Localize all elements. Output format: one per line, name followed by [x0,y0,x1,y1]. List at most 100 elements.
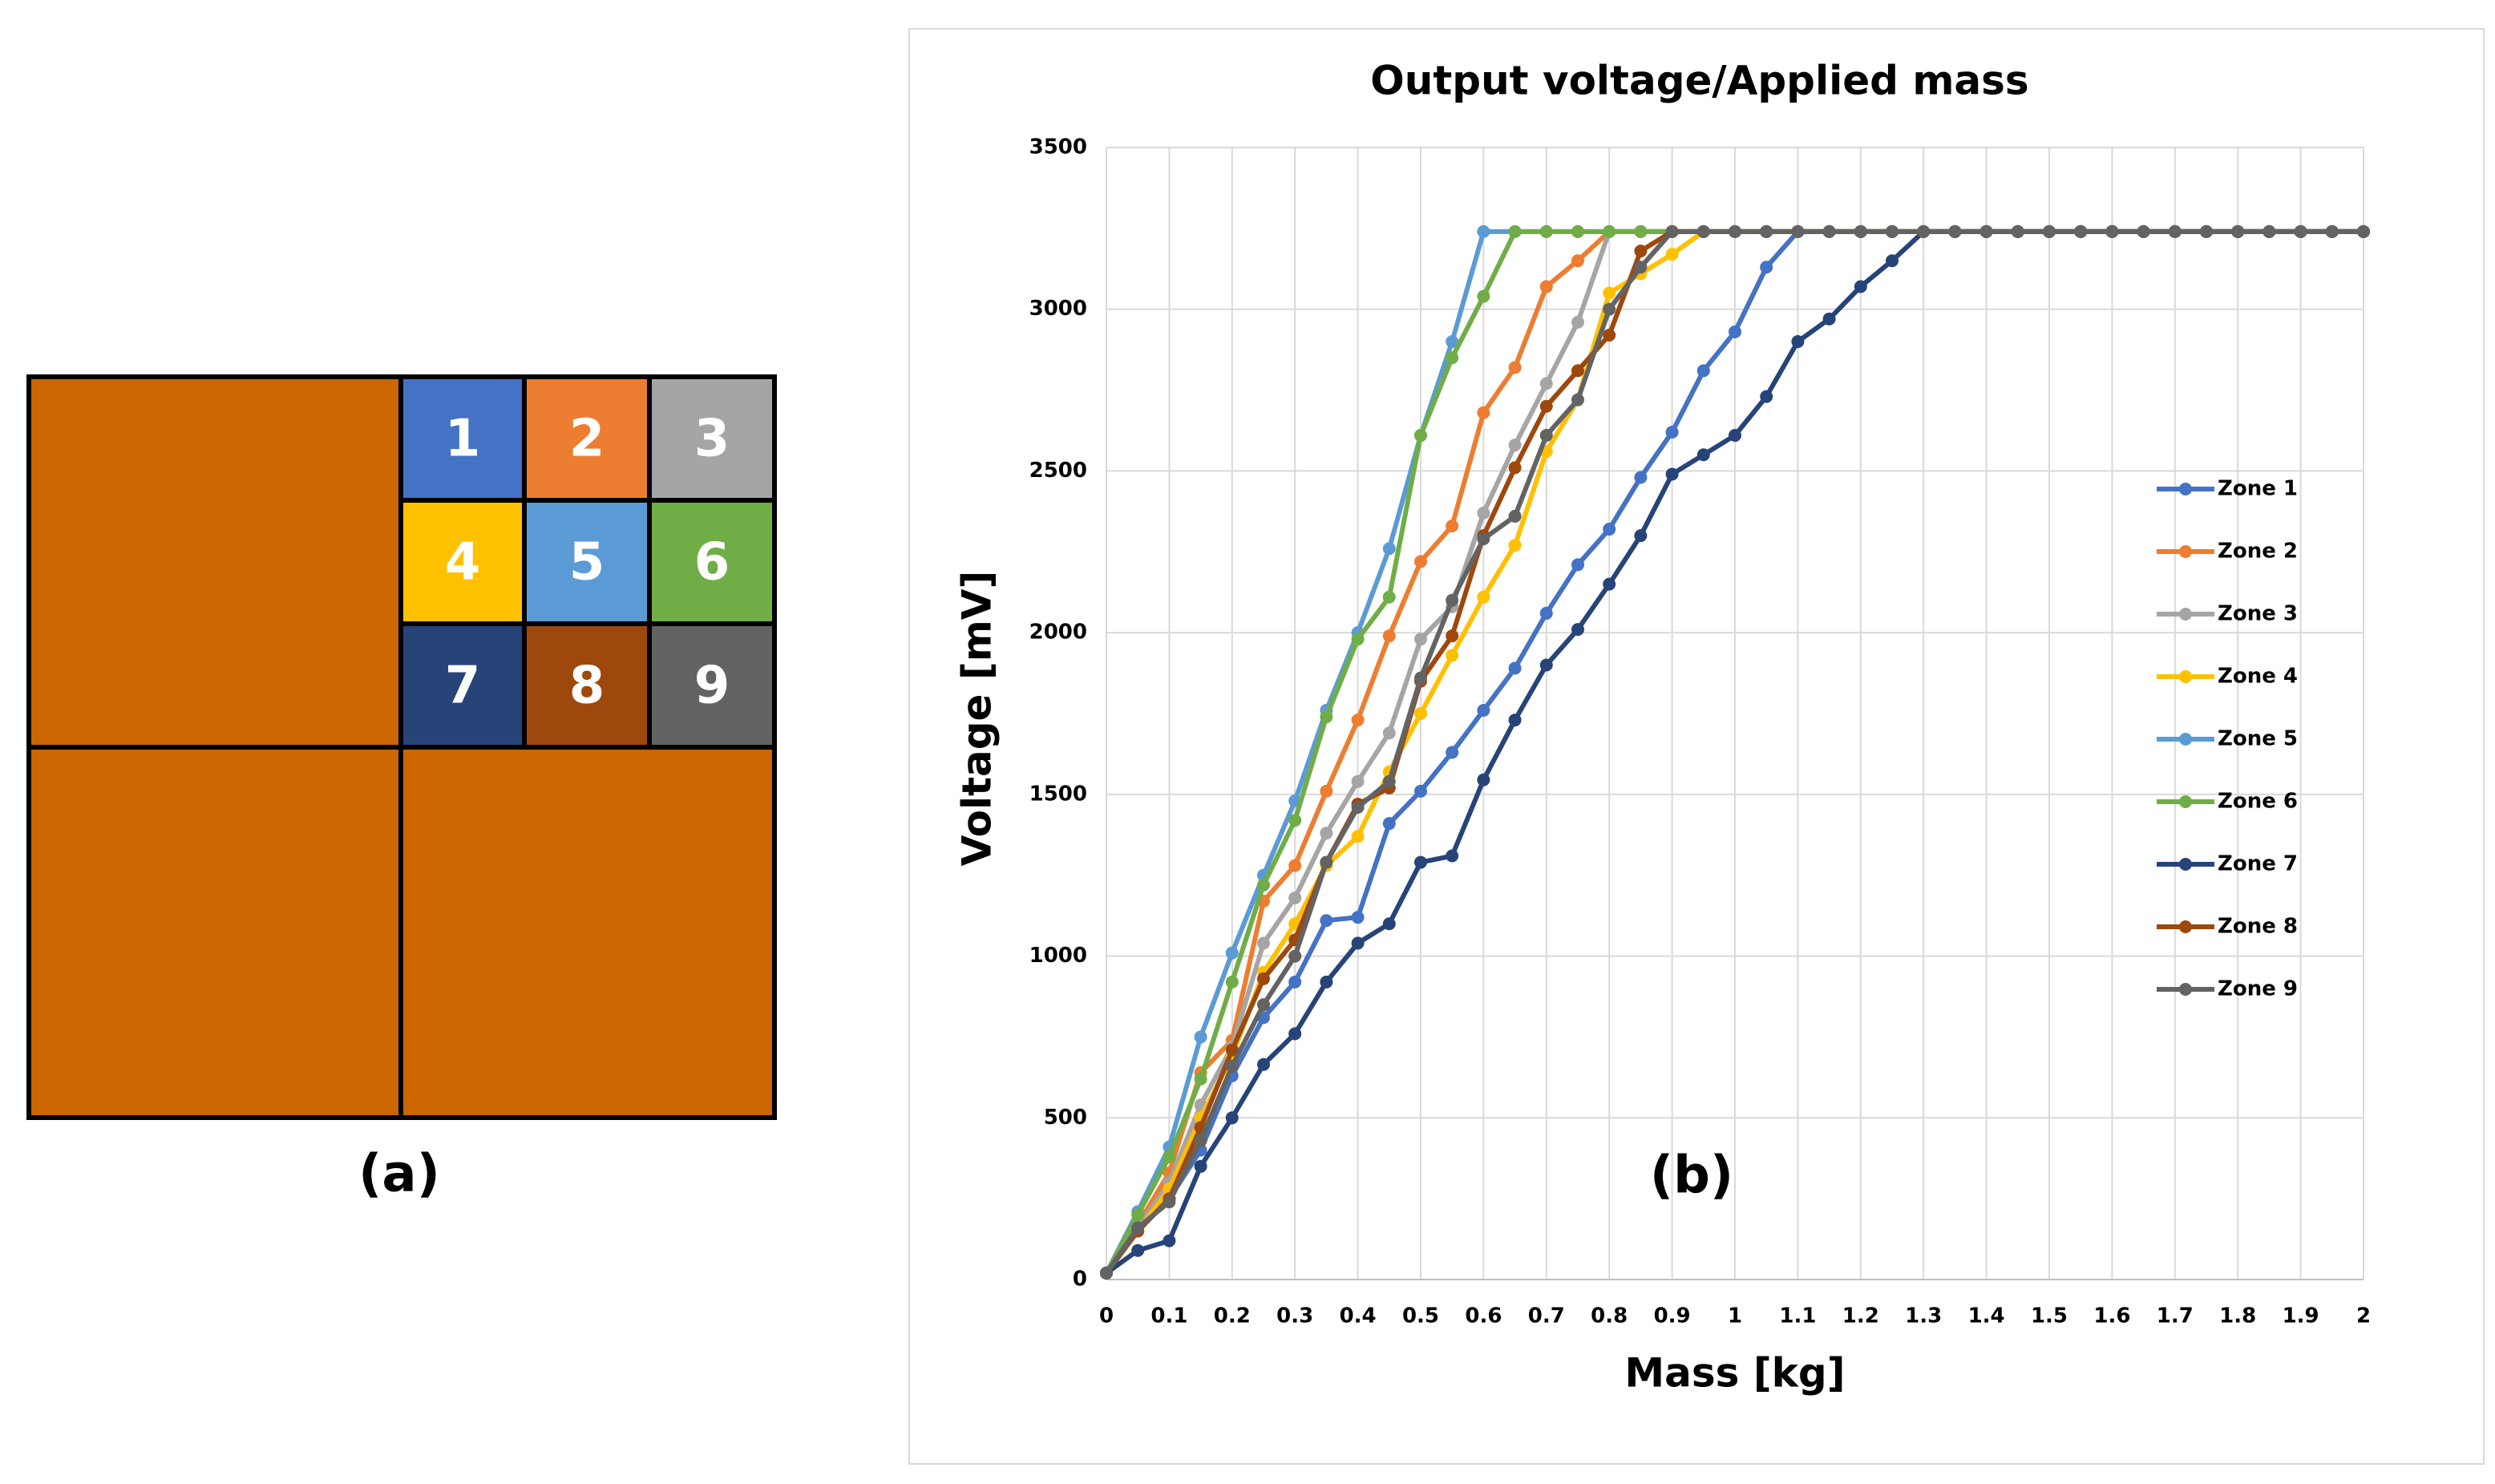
data-point [1854,224,1867,238]
data-point [1351,800,1365,814]
data-point [1446,649,1459,662]
zone-label: 2 [569,410,605,469]
data-point [1382,726,1396,740]
legend-label: Zone 8 [2218,915,2298,939]
data-point [1760,224,1773,238]
data-point [1131,1221,1145,1235]
data-point [1508,361,1522,374]
data-point [2105,224,2119,238]
data-point [2074,224,2088,238]
data-point [2200,224,2213,238]
y-tick-label: 1000 [1029,944,1087,968]
data-point [1508,461,1522,475]
data-point [1760,390,1773,403]
data-point [1603,523,1616,536]
data-point [1665,224,1679,238]
legend-label: Zone 6 [2218,790,2298,814]
data-point [1382,629,1396,643]
x-tick-label: 1 [1728,1304,1742,1328]
panel-cell [26,745,403,1120]
y-tick-label: 0 [1073,1268,1087,1292]
data-point [1508,439,1522,452]
data-point [1729,429,1741,443]
data-point [1729,224,1741,238]
legend-label: Zone 3 [2218,602,2298,626]
data-point [1288,1027,1302,1041]
x-tick-label: 0.8 [1591,1304,1628,1328]
x-tick-label: 0 [1099,1304,1114,1328]
x-tick-label: 2 [2356,1304,2371,1328]
data-point [1194,1030,1207,1044]
data-point [1665,248,1679,261]
data-point [1791,224,1805,238]
data-point [1477,406,1490,419]
legend-label: Zone 9 [2218,977,2298,1001]
data-point [2043,224,2056,238]
x-tick-label: 1.5 [2031,1304,2068,1328]
data-point [1571,558,1584,572]
data-point [1351,911,1365,924]
data-point [2294,224,2307,238]
data-point [1257,1057,1270,1071]
data-point [1414,671,1427,685]
x-tick-label: 0.2 [1214,1304,1251,1328]
data-point [1665,467,1679,481]
zone-cell [522,498,652,626]
data-point [1886,254,1899,268]
data-point [1634,471,1648,484]
data-point [1477,703,1490,717]
x-tick-label: 0.6 [1465,1304,1502,1328]
data-point [1571,224,1584,238]
chart-frame [908,28,2485,1465]
data-point [1571,254,1584,268]
data-point [1382,917,1396,931]
y-axis-label: Voltage [mV] [954,571,1001,867]
data-point [1131,1208,1145,1222]
zone-label: 9 [694,657,730,716]
data-point [1539,606,1553,620]
x-tick-label: 1.8 [2219,1304,2256,1328]
data-point [1320,855,1333,869]
x-tick-label: 1.1 [1779,1304,1816,1328]
data-point [1414,555,1427,568]
data-point [2262,224,2276,238]
legend-label: Zone 5 [2218,727,2298,751]
data-point [1822,224,1836,238]
legend-marker [2179,670,2192,683]
data-point [1508,224,1522,238]
data-point [1257,878,1270,892]
x-tick-label: 1.2 [1842,1304,1879,1328]
y-tick-label: 500 [1044,1106,1087,1130]
zone-cell [647,621,777,750]
data-point [1571,364,1584,378]
data-point [1696,448,1710,462]
legend-label: Zone 2 [2218,540,2298,564]
zone-label: 5 [569,533,605,592]
data-point [1634,224,1648,238]
data-point [1634,529,1648,543]
zone-label: 3 [694,410,730,469]
data-point [1791,335,1805,349]
x-tick-label: 1.6 [2093,1304,2130,1328]
panel-cell [26,374,403,750]
y-tick-label: 1500 [1029,782,1087,806]
zone-label: 1 [445,410,481,469]
x-tick-label: 1.4 [1968,1304,2005,1328]
data-point [1194,1134,1207,1147]
data-point [1477,224,1490,238]
data-point [1539,224,1553,238]
data-point [1477,506,1490,520]
data-point [1634,261,1648,274]
zone-label: 7 [445,657,481,716]
data-point [1603,224,1616,238]
data-point [1696,364,1710,378]
data-point [1477,289,1490,303]
data-point [1100,1266,1113,1280]
x-tick-label: 0.3 [1276,1304,1313,1328]
legend-label: Zone 7 [2218,852,2298,876]
zone-cell [522,621,652,750]
legend-label: Zone 1 [2218,477,2298,501]
data-point [1257,998,1270,1012]
data-point [1603,286,1616,300]
data-point [2325,224,2339,238]
